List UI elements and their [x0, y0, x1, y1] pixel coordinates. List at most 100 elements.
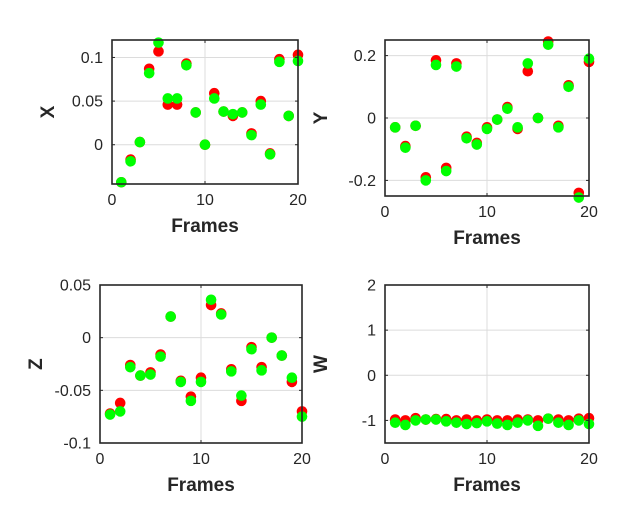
- point-z-s1-18: [286, 372, 298, 383]
- point-w-s1-1: [400, 419, 411, 431]
- point-y-s1-13: [522, 58, 534, 69]
- xlabel-z: Frames: [167, 475, 235, 496]
- point-w-s1-3: [420, 414, 432, 425]
- point-y-s1-2: [410, 120, 421, 132]
- point-y-s1-17: [563, 81, 574, 93]
- point-z-s1-16: [266, 332, 278, 343]
- ytick-label-w-3: 2: [367, 278, 376, 295]
- subplot-w: 0 10 20 -1 0 1 2 Frames W: [311, 278, 598, 497]
- point-z-s0-1: [114, 397, 126, 409]
- point-z-s1-15: [256, 365, 267, 376]
- point-y-s1-6: [451, 61, 462, 72]
- point-z-s1-9: [195, 376, 207, 388]
- point-w-s1-2: [410, 415, 421, 426]
- point-x-s1-16: [264, 149, 276, 160]
- point-z-s1-12: [226, 366, 237, 377]
- point-w-s1-7: [461, 418, 472, 430]
- xtick-label-y-2: 20: [580, 204, 598, 221]
- ytick-label-w-1: 0: [367, 368, 376, 385]
- point-x-s1-0: [116, 176, 127, 188]
- ylabel-w: W: [311, 355, 332, 373]
- point-y-s1-0: [389, 122, 401, 133]
- ytick-label-y-1: 0: [367, 111, 376, 128]
- point-z-s1-6: [165, 311, 176, 322]
- point-y-s1-9: [481, 123, 493, 135]
- point-w-s1-16: [553, 417, 564, 428]
- point-w-s1-17: [563, 419, 574, 431]
- point-z-s1-3: [135, 370, 146, 381]
- point-w-s1-15: [542, 413, 554, 424]
- xtick-label-z-1: 10: [192, 451, 210, 468]
- point-x-s1-15: [255, 99, 267, 110]
- point-w-s1-14: [532, 420, 544, 432]
- subplot-y: 0 10 20 -0.2 0 0.2 Frames Y: [311, 36, 598, 249]
- point-z-s1-8: [185, 395, 197, 407]
- point-z-s1-14: [246, 343, 257, 355]
- point-z-s1-17: [276, 350, 288, 361]
- point-x-s1-3: [143, 67, 155, 79]
- ytick-label-z-2: 0: [82, 330, 91, 347]
- point-z-s1-1: [114, 406, 126, 417]
- point-z-s1-2: [125, 361, 136, 373]
- point-x-s1-6: [171, 93, 183, 104]
- point-y-s1-4: [430, 59, 442, 71]
- point-x-s0-4: [153, 46, 164, 57]
- point-x-s1-8: [190, 107, 201, 118]
- xlabel-x: Frames: [171, 216, 239, 237]
- ytick-label-z-0: -0.1: [63, 436, 91, 453]
- point-y-s1-10: [491, 114, 503, 125]
- ylabel-y: Y: [311, 111, 332, 124]
- xtick-label-y-0: 0: [381, 204, 390, 221]
- point-x-s1-9: [199, 139, 211, 151]
- point-z-s1-11: [215, 309, 227, 320]
- point-w-s1-4: [430, 414, 442, 425]
- point-w-s1-0: [389, 417, 401, 428]
- xtick-label-x-2: 20: [289, 192, 307, 209]
- point-x-s1-14: [246, 129, 257, 141]
- point-y-s1-8: [471, 139, 483, 150]
- point-y-s1-7: [461, 132, 472, 144]
- point-x-s1-10: [209, 93, 220, 104]
- point-x-s1-11: [218, 106, 229, 117]
- point-y-s1-3: [420, 175, 432, 186]
- subplot-z: 0 10 20 -0.1 -0.05 0 0.05 Frames Z: [26, 278, 311, 497]
- ytick-label-y-2: 0.2: [354, 48, 376, 65]
- point-z-s1-5: [155, 351, 166, 362]
- point-x-s1-1: [125, 156, 136, 167]
- point-x-s1-12: [227, 108, 239, 120]
- xtick-label-w-0: 0: [381, 451, 390, 468]
- point-w-s1-10: [491, 418, 503, 429]
- point-y-s1-12: [512, 122, 523, 133]
- point-y-s1-1: [400, 142, 411, 153]
- point-x-s1-17: [274, 56, 285, 68]
- ytick-label-x-1: 0.05: [72, 94, 103, 111]
- ytick-label-w-2: 1: [367, 323, 376, 340]
- point-z-s1-10: [205, 294, 217, 306]
- point-w-s1-18: [573, 415, 585, 426]
- xtick-label-z-2: 20: [293, 451, 311, 468]
- xtick-label-x-0: 0: [108, 192, 117, 209]
- point-x-s1-18: [283, 110, 295, 122]
- point-y-s1-14: [532, 112, 544, 124]
- point-w-s1-11: [502, 419, 513, 431]
- point-x-s1-7: [181, 60, 192, 71]
- point-y-s1-5: [440, 165, 452, 177]
- point-z-s1-4: [145, 369, 156, 380]
- ytick-label-y-0: -0.2: [348, 173, 376, 190]
- point-y-s1-18: [573, 192, 585, 203]
- point-w-s1-12: [512, 417, 523, 428]
- point-w-s1-6: [451, 417, 462, 428]
- point-y-s1-16: [553, 122, 564, 133]
- xtick-label-w-2: 20: [580, 451, 598, 468]
- xtick-label-y-1: 10: [478, 204, 496, 221]
- ytick-label-x-2: 0.1: [81, 50, 103, 67]
- ylabel-x: X: [38, 105, 59, 118]
- point-y-s1-15: [542, 39, 554, 50]
- point-y-s1-11: [502, 103, 513, 114]
- xlabel-w: Frames: [453, 475, 521, 496]
- ytick-label-w-0: -1: [362, 413, 376, 430]
- point-w-s1-5: [440, 416, 452, 427]
- point-w-s1-13: [522, 415, 534, 426]
- point-x-s1-2: [134, 136, 146, 148]
